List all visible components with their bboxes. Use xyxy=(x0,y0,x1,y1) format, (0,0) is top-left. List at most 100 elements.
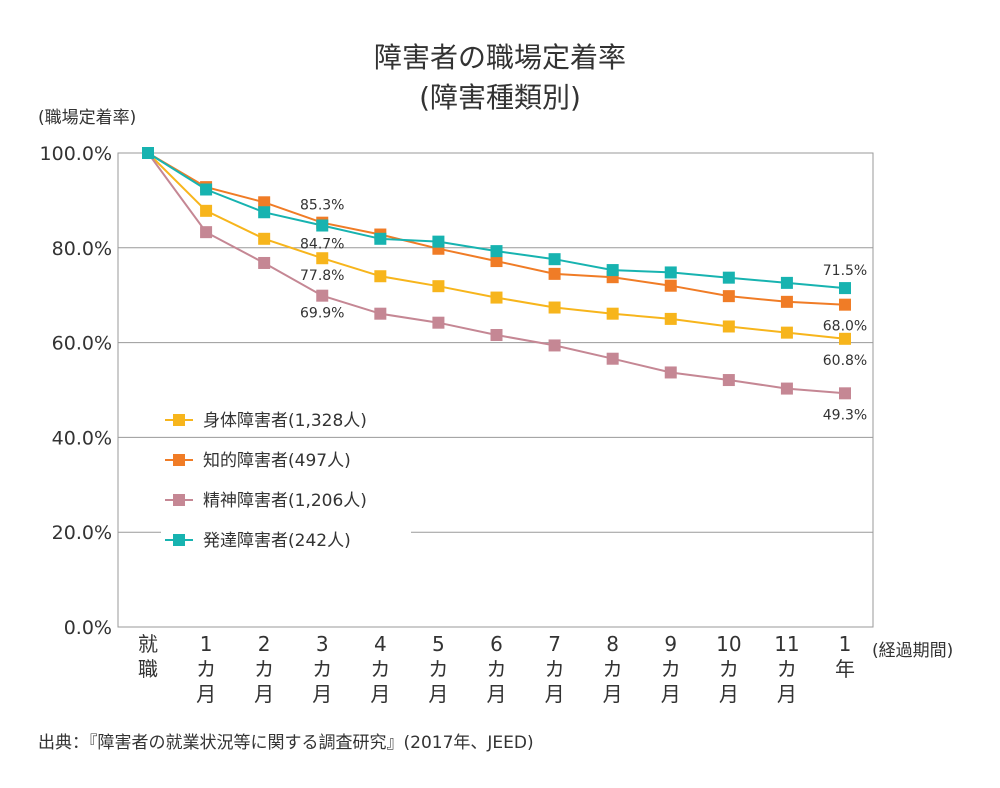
x-tick-text: 月 xyxy=(487,682,507,706)
data-point xyxy=(780,326,793,339)
data-point xyxy=(200,204,213,217)
data-point xyxy=(664,279,677,292)
data-label: 49.3% xyxy=(823,407,867,423)
x-tick-text: 月 xyxy=(777,682,797,706)
data-point xyxy=(839,282,851,295)
data-point xyxy=(664,266,677,279)
data-point xyxy=(780,295,793,308)
x-tick-text: カ xyxy=(777,657,797,681)
x-tick-text: 月 xyxy=(254,682,274,706)
x-tick-text: 年 xyxy=(835,657,855,681)
x-tick-label: 8カ月 xyxy=(603,632,623,706)
data-point xyxy=(839,298,851,311)
y-tick-label: 80.0% xyxy=(52,238,112,260)
legend-item: 身体障害者(1,328人) xyxy=(161,404,411,434)
x-axis-unit-label: (経過期間) xyxy=(872,641,954,661)
x-tick-text: 6 xyxy=(490,632,503,656)
y-tick-label: 20.0% xyxy=(52,522,112,544)
x-tick-text: 月 xyxy=(370,682,390,706)
x-tick-text: カ xyxy=(545,657,565,681)
data-point xyxy=(839,332,851,345)
legend-bg xyxy=(161,484,411,514)
legend-item: 精神障害者(1,206人) xyxy=(161,484,411,514)
data-point xyxy=(200,183,213,196)
data-point xyxy=(374,270,387,283)
data-point xyxy=(490,329,503,342)
data-point xyxy=(490,255,503,268)
data-point xyxy=(722,374,735,387)
legend-marker xyxy=(173,454,185,466)
data-point xyxy=(316,289,329,302)
data-label: 68.0% xyxy=(823,319,867,335)
data-point xyxy=(432,316,445,329)
data-point xyxy=(722,290,735,303)
x-tick-label: 1年 xyxy=(835,632,855,681)
data-point xyxy=(722,320,735,333)
x-tick-text: 月 xyxy=(545,682,565,706)
x-tick-text: カ xyxy=(719,657,739,681)
y-tick-label: 100.0% xyxy=(40,143,112,165)
data-point xyxy=(839,387,851,400)
x-tick-text: カ xyxy=(254,657,274,681)
data-point xyxy=(606,307,619,320)
data-point xyxy=(258,232,271,245)
x-tick-text: カ xyxy=(603,657,623,681)
data-point xyxy=(490,245,503,258)
x-tick-label: 6カ月 xyxy=(487,632,507,706)
data-point xyxy=(432,280,445,293)
x-tick-text: 4 xyxy=(374,632,387,656)
legend-label: 精神障害者(1,206人) xyxy=(203,491,367,511)
legend-label: 身体障害者(1,328人) xyxy=(203,411,367,431)
data-label: 69.9% xyxy=(300,306,344,322)
x-tick-text: 5 xyxy=(432,632,445,656)
data-point xyxy=(780,382,793,395)
x-tick-label: 3カ月 xyxy=(312,632,332,706)
legend-label: 知的障害者(497人) xyxy=(203,451,351,471)
data-point xyxy=(258,256,271,269)
data-point xyxy=(548,301,561,314)
data-point xyxy=(548,339,561,352)
legend-label: 発達障害者(242人) xyxy=(203,531,351,551)
x-tick-label: 4カ月 xyxy=(370,632,390,706)
data-point xyxy=(606,352,619,365)
x-tick-text: カ xyxy=(196,657,216,681)
x-tick-text: 月 xyxy=(661,682,681,706)
x-tick-text: 職 xyxy=(138,657,158,681)
x-tick-text: 就 xyxy=(138,632,158,656)
legend-item: 発達障害者(242人) xyxy=(161,524,411,554)
chart-title: 障害者の職場定着率 xyxy=(373,41,626,74)
data-point xyxy=(490,291,503,304)
x-tick-text: 10 xyxy=(716,632,741,656)
y-axis-label: (職場定着率) xyxy=(38,108,137,128)
legend-item: 知的障害者(497人) xyxy=(161,444,411,474)
x-tick-label: 就職 xyxy=(138,632,158,681)
x-tick-text: 2 xyxy=(258,632,271,656)
data-point xyxy=(316,252,329,265)
data-label: 85.3% xyxy=(300,198,344,214)
data-label: 84.7% xyxy=(300,237,344,253)
legend-bg xyxy=(161,404,411,434)
x-tick-text: 11 xyxy=(774,632,799,656)
series-line xyxy=(147,152,846,290)
x-tick-text: 月 xyxy=(428,682,448,706)
data-point xyxy=(780,276,793,289)
data-point xyxy=(258,206,271,219)
x-tick-label: 2カ月 xyxy=(254,632,274,706)
legend-marker xyxy=(173,414,185,426)
data-point xyxy=(316,219,329,232)
x-tick-label: 5カ月 xyxy=(428,632,448,706)
data-label: 71.5% xyxy=(823,263,867,279)
x-tick-text: 8 xyxy=(606,632,619,656)
data-point xyxy=(606,264,619,277)
x-tick-text: 月 xyxy=(312,682,332,706)
data-label: 77.8% xyxy=(300,268,344,284)
data-point xyxy=(200,226,213,239)
legend-marker xyxy=(173,494,185,506)
x-tick-text: 7 xyxy=(548,632,561,656)
data-point xyxy=(548,253,561,266)
series-line xyxy=(147,152,846,306)
source-note: 出典：『障害者の就業状況等に関する調査研究』(2017年、JEED) xyxy=(38,733,534,753)
